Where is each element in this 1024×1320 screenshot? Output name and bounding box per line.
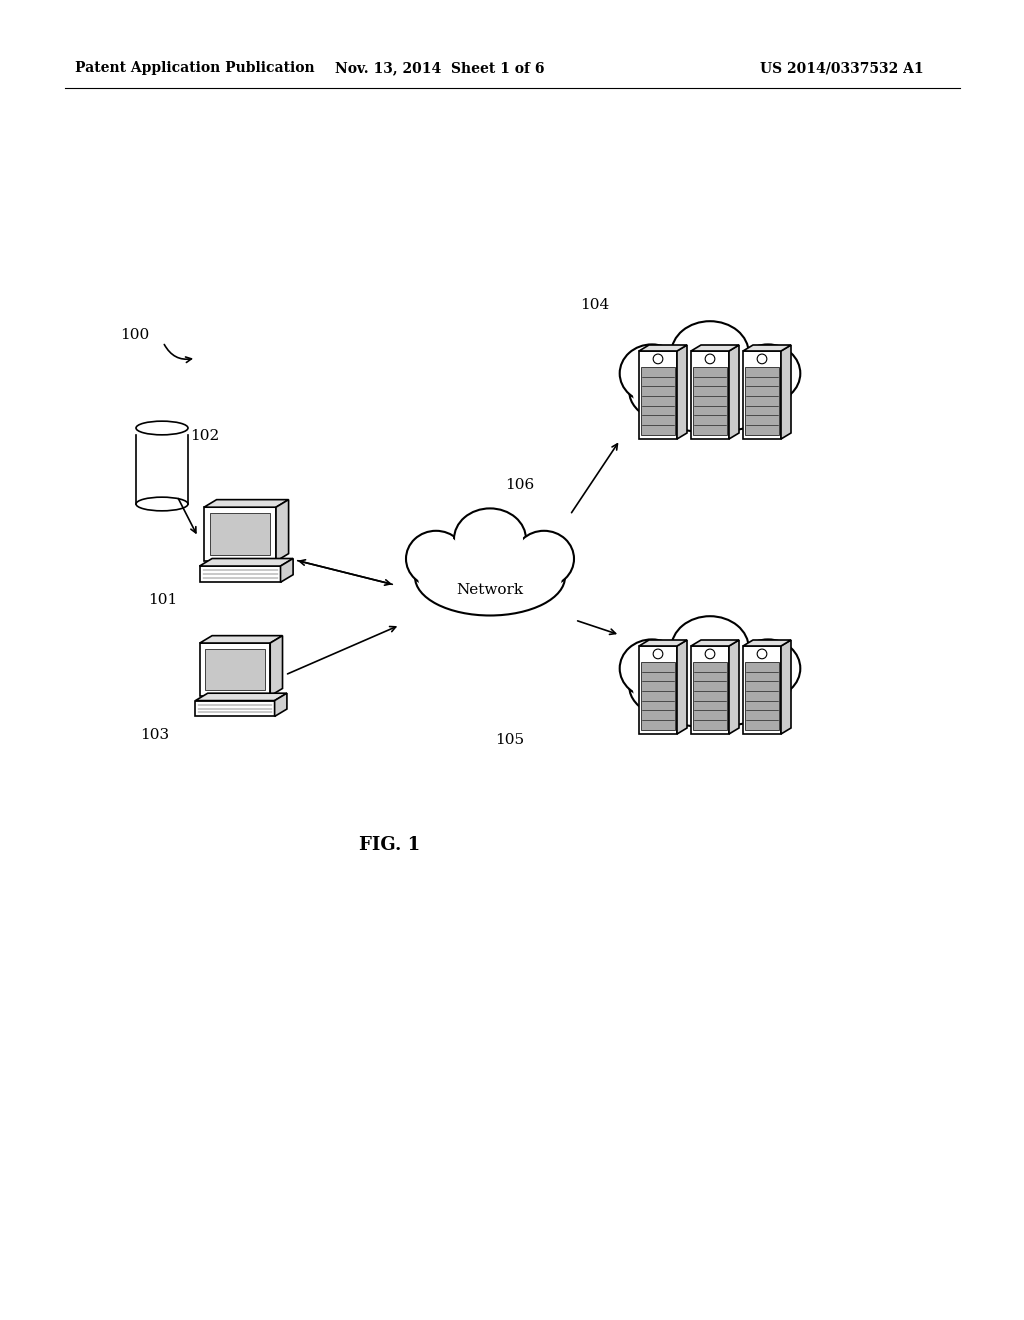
Polygon shape: [274, 693, 287, 717]
Ellipse shape: [630, 647, 791, 727]
Polygon shape: [743, 345, 791, 351]
Polygon shape: [276, 500, 289, 561]
Text: 103: 103: [140, 729, 169, 742]
Polygon shape: [196, 701, 274, 717]
Ellipse shape: [415, 539, 565, 615]
Ellipse shape: [620, 345, 684, 403]
Polygon shape: [641, 367, 675, 434]
Ellipse shape: [418, 541, 562, 614]
Polygon shape: [200, 558, 293, 566]
Polygon shape: [677, 640, 687, 734]
Text: Network: Network: [457, 583, 523, 597]
Text: 102: 102: [190, 429, 219, 444]
Polygon shape: [206, 648, 264, 690]
Polygon shape: [200, 566, 281, 582]
Text: Patent Application Publication: Patent Application Publication: [75, 61, 314, 75]
Polygon shape: [210, 513, 270, 556]
Ellipse shape: [406, 531, 466, 587]
Polygon shape: [743, 640, 791, 645]
Polygon shape: [691, 345, 739, 351]
Polygon shape: [204, 507, 276, 561]
Ellipse shape: [739, 347, 797, 400]
Polygon shape: [743, 351, 781, 440]
Text: 104: 104: [580, 298, 609, 312]
Polygon shape: [745, 367, 779, 434]
Circle shape: [706, 649, 715, 659]
Text: 105: 105: [495, 733, 524, 747]
Ellipse shape: [736, 345, 801, 403]
Ellipse shape: [630, 352, 791, 432]
Circle shape: [653, 649, 663, 659]
Polygon shape: [639, 645, 677, 734]
Ellipse shape: [623, 347, 681, 400]
Ellipse shape: [517, 533, 571, 585]
Ellipse shape: [633, 355, 787, 430]
Ellipse shape: [457, 511, 523, 568]
Circle shape: [706, 354, 715, 364]
Text: 100: 100: [120, 327, 150, 342]
Polygon shape: [196, 693, 287, 701]
Text: Nov. 13, 2014  Sheet 1 of 6: Nov. 13, 2014 Sheet 1 of 6: [335, 61, 545, 75]
Polygon shape: [281, 558, 293, 582]
Polygon shape: [729, 345, 739, 440]
Circle shape: [757, 649, 767, 659]
Polygon shape: [691, 645, 729, 734]
Polygon shape: [200, 643, 270, 696]
Polygon shape: [639, 640, 687, 645]
Polygon shape: [270, 636, 283, 696]
Polygon shape: [641, 661, 675, 730]
Polygon shape: [693, 661, 727, 730]
Polygon shape: [136, 434, 188, 504]
Ellipse shape: [675, 323, 745, 383]
Polygon shape: [693, 367, 727, 434]
Circle shape: [757, 354, 767, 364]
Polygon shape: [691, 351, 729, 440]
Polygon shape: [729, 640, 739, 734]
Ellipse shape: [739, 642, 797, 696]
Polygon shape: [677, 345, 687, 440]
Ellipse shape: [514, 531, 574, 587]
Ellipse shape: [633, 649, 787, 725]
Polygon shape: [691, 640, 739, 645]
Ellipse shape: [136, 498, 188, 511]
Ellipse shape: [672, 321, 749, 385]
Ellipse shape: [136, 421, 188, 434]
Text: US 2014/0337532 A1: US 2014/0337532 A1: [760, 61, 924, 75]
Polygon shape: [204, 500, 289, 507]
Polygon shape: [745, 661, 779, 730]
Circle shape: [653, 354, 663, 364]
Text: 106: 106: [505, 478, 535, 492]
Polygon shape: [743, 645, 781, 734]
Ellipse shape: [736, 639, 801, 697]
Polygon shape: [639, 345, 687, 351]
Ellipse shape: [620, 639, 684, 697]
Polygon shape: [781, 640, 791, 734]
Polygon shape: [781, 345, 791, 440]
Ellipse shape: [675, 618, 745, 678]
Ellipse shape: [672, 616, 749, 680]
Text: FIG. 1: FIG. 1: [359, 836, 421, 854]
Polygon shape: [200, 636, 283, 643]
Polygon shape: [639, 351, 677, 440]
Text: 101: 101: [148, 593, 177, 607]
Ellipse shape: [623, 642, 681, 696]
Ellipse shape: [409, 533, 463, 585]
Ellipse shape: [454, 508, 526, 570]
